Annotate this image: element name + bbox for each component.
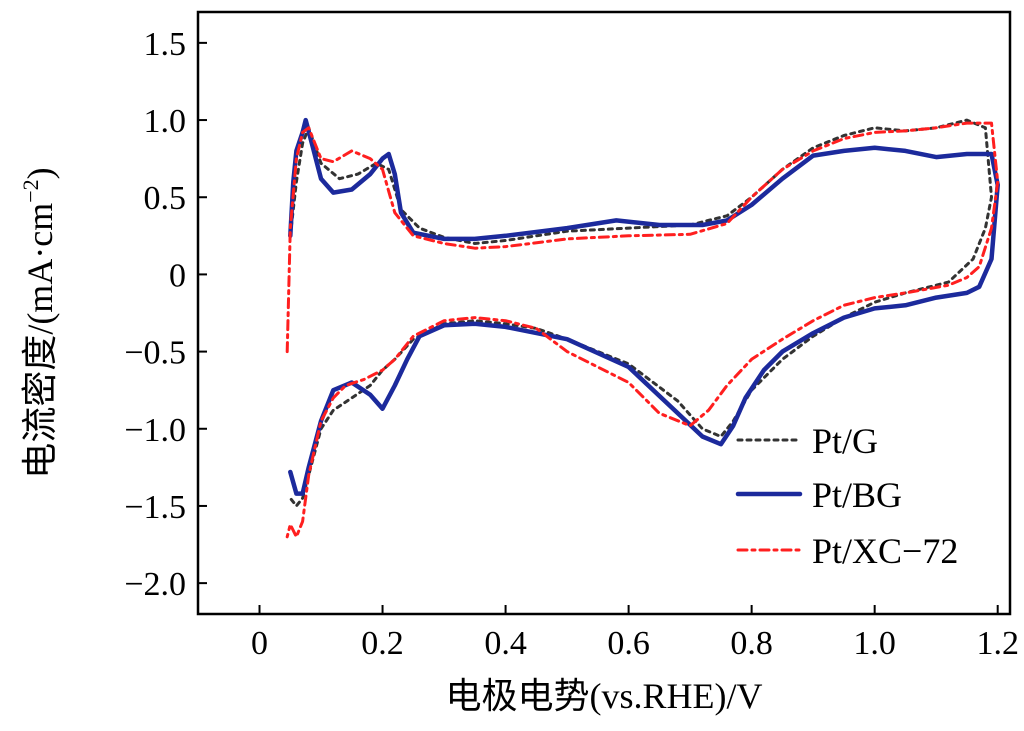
series-line-3 xyxy=(285,121,1000,539)
y-tick-label: 1.5 xyxy=(144,26,187,63)
y-axis-title-close: ) xyxy=(20,167,60,179)
y-tick-label: −0.5 xyxy=(124,335,186,372)
x-tick-label: 0 xyxy=(251,625,268,662)
legend-label-2: Pt/BG xyxy=(812,475,902,515)
y-tick-label: −2.0 xyxy=(124,566,186,603)
x-axis-ticks: 0 0.2 0.4 0.6 0.8 1.0 1.2 xyxy=(251,605,1019,662)
y-tick-label: 0 xyxy=(169,257,186,294)
y-tick-label: 1.0 xyxy=(144,103,187,140)
y-tick-label: 0.5 xyxy=(144,180,187,217)
y-tick-label: −1.0 xyxy=(124,412,186,449)
x-tick-label: 1.0 xyxy=(853,625,896,662)
y-axis-title: 电流密度/(mA·cm−2) xyxy=(18,167,60,478)
x-tick-label: 1.2 xyxy=(976,625,1019,662)
legend-label-1: Pt/G xyxy=(812,421,878,461)
y-axis-title-superscript: −2 xyxy=(18,179,43,202)
x-tick-label: 0.4 xyxy=(484,625,527,662)
x-tick-label: 0.8 xyxy=(730,625,773,662)
x-tick-label: 0.2 xyxy=(361,625,404,662)
y-axis-ticks: 1.5 1.0 0.5 0 −0.5 −1.0 −1.5 −2.0 xyxy=(124,26,207,603)
plot-frame xyxy=(196,10,1012,616)
series-line-2 xyxy=(288,117,1000,496)
x-tick-label: 0.6 xyxy=(607,625,650,662)
y-tick-label: −1.5 xyxy=(124,489,186,526)
x-axis-title: 电极电势(vs.RHE)/V xyxy=(446,676,763,716)
legend: Pt/G Pt/BG Pt/XC−72 xyxy=(735,421,958,571)
legend-label-3: Pt/XC−72 xyxy=(812,531,958,571)
y-axis-title-main: 电流密度/(mA·cm xyxy=(20,203,60,479)
series-layer xyxy=(285,117,1000,539)
